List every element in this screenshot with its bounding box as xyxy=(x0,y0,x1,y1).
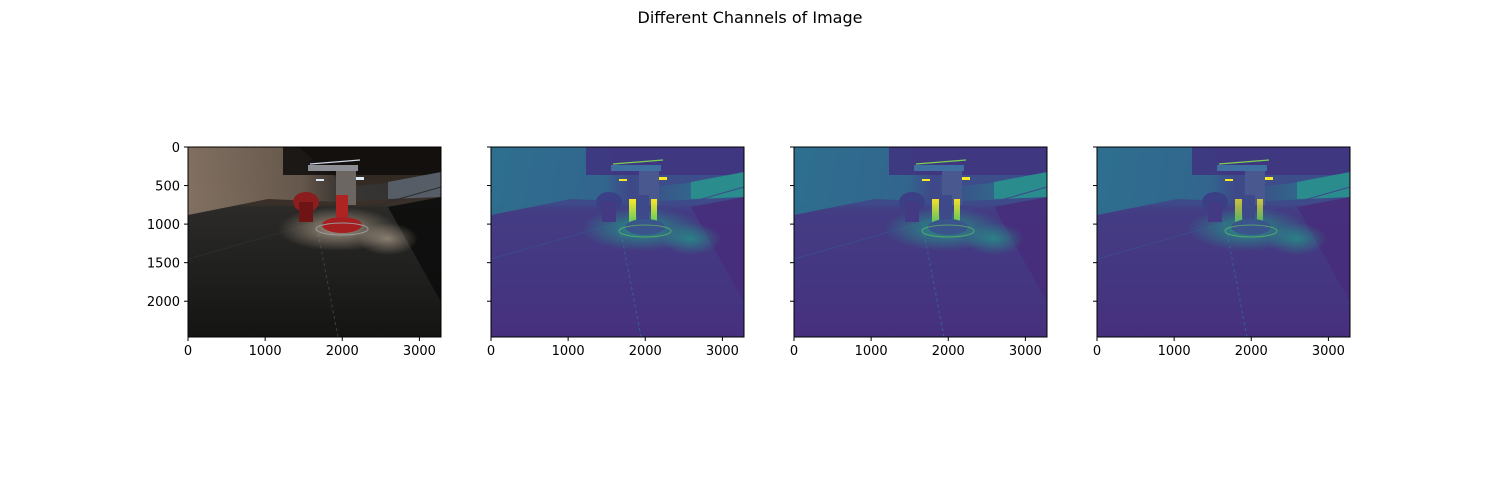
channel-image xyxy=(491,147,744,337)
channel-image xyxy=(188,147,441,337)
image-panel-3: 0 1000 2000 3000 xyxy=(790,146,1048,359)
x-tick-label: 2000 xyxy=(1235,344,1268,359)
image-panel-1: 0 1000 2000 3000 0 500 1000 1500 2000 xyxy=(147,141,442,359)
channel-image xyxy=(1097,147,1350,337)
x-tick-label: 0 xyxy=(184,344,192,359)
x-tick-label: 2000 xyxy=(932,344,965,359)
x-tick-label: 0 xyxy=(487,344,495,359)
axes-frame xyxy=(793,146,1048,338)
axes-frame xyxy=(490,146,745,338)
y-tick-label: 2000 xyxy=(147,295,180,310)
y-tick-label: 0 xyxy=(172,141,180,156)
x-tick-label: 3000 xyxy=(1009,344,1042,359)
x-tick-label: 3000 xyxy=(1312,344,1345,359)
y-tick-label: 1000 xyxy=(147,218,180,233)
x-tick-label: 1000 xyxy=(249,344,282,359)
image-panel-4: 0 1000 2000 3000 xyxy=(1093,146,1351,359)
x-tick-label: 3000 xyxy=(403,344,436,359)
x-tick-label: 1000 xyxy=(552,344,585,359)
axes-frame xyxy=(1096,146,1351,338)
image-panel-2: 0 1000 2000 3000 xyxy=(487,146,745,359)
x-tick-label: 3000 xyxy=(706,344,739,359)
x-tick-label: 1000 xyxy=(855,344,888,359)
x-tick-label: 2000 xyxy=(326,344,359,359)
figure-title: Different Channels of Image xyxy=(638,8,863,27)
panels: 0 1000 2000 3000 0 500 1000 1500 2000 0 1000 2000 30… xyxy=(147,141,1351,359)
y-tick-label: 1500 xyxy=(147,257,180,272)
x-tick-label: 2000 xyxy=(629,344,662,359)
x-tick-label: 1000 xyxy=(1158,344,1191,359)
y-tick-label: 500 xyxy=(155,180,180,195)
x-tick-label: 0 xyxy=(790,344,798,359)
axes-frame xyxy=(187,146,442,338)
channel-image xyxy=(794,147,1047,337)
x-tick-label: 0 xyxy=(1093,344,1101,359)
